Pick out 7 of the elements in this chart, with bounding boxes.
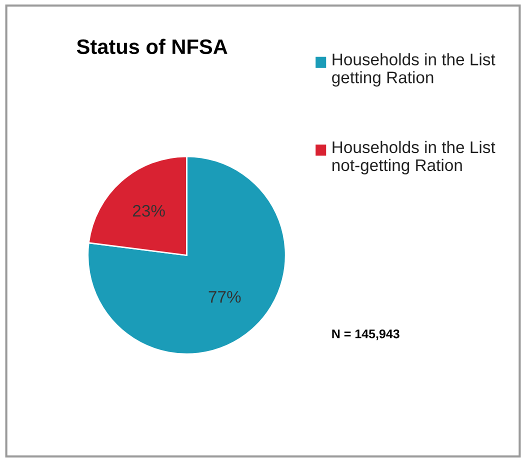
text: N = 145,943 (332, 329, 400, 340)
legend-label: Households in the List getting Ration (332, 53, 496, 87)
data-label: 77% (208, 291, 241, 303)
pie-slice (87, 156, 286, 355)
chart-title: Status of NFSA (76, 38, 228, 54)
legend-label: Households in the List not-getting Ration (332, 140, 496, 174)
data-label: 23% (132, 204, 165, 217)
